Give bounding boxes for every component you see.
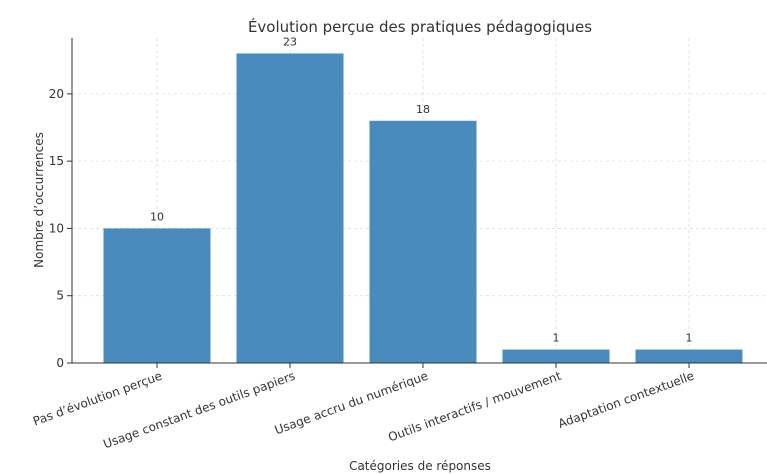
chart-title: Évolution perçue des pratiques pédagogiq… — [248, 17, 592, 36]
y-tick-label: 5 — [56, 289, 64, 303]
y-tick-label: 0 — [56, 356, 64, 370]
y-tick-label: 10 — [49, 221, 64, 235]
y-tick-label: 15 — [49, 154, 64, 168]
bar — [502, 349, 610, 363]
x-tick-label: Pas d’évolution perçue — [31, 369, 164, 429]
data-label: 18 — [416, 103, 430, 116]
bar — [236, 53, 344, 363]
bar — [369, 120, 477, 363]
bar — [103, 228, 211, 363]
y-tick-label: 20 — [49, 87, 64, 101]
x-tick-label: Adaptation contextuelle — [556, 369, 696, 431]
x-axis-label: Catégories de réponses — [349, 459, 491, 473]
data-label: 23 — [283, 35, 297, 48]
data-label: 1 — [553, 332, 560, 345]
data-label: 1 — [686, 332, 693, 345]
bar — [635, 349, 743, 363]
y-axis-label: Nombre d’occurrences — [32, 132, 46, 268]
data-label: 10 — [150, 210, 164, 223]
